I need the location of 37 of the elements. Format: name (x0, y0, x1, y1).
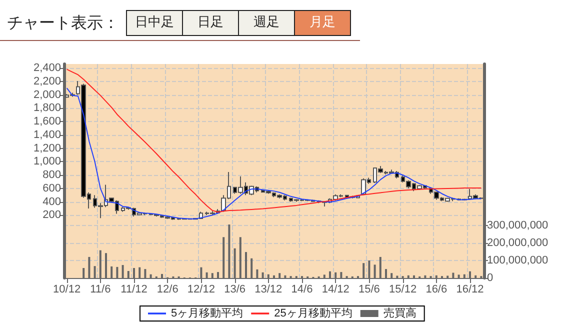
x-tick-label: 10/12 (53, 284, 81, 296)
legend-label: 売買高 (383, 306, 416, 320)
x-tick-label: 15/12 (389, 284, 417, 296)
y-tick-label: 600 (42, 182, 61, 194)
y2-tick-label: 200,000,000 (487, 236, 548, 249)
y-tick-label: 2,400 (33, 62, 61, 74)
y2-tick-label: 100,000,000 (487, 254, 548, 266)
y-tick-label: 1,000 (33, 156, 61, 168)
text: 日足 (182, 10, 239, 36)
x-tick-label: 11/6 (90, 284, 111, 296)
x-tick-label: 11/12 (120, 284, 148, 296)
text: 日中足 (126, 10, 183, 36)
y2-tick-label: 0 (487, 272, 494, 284)
x-tick-label: 16/12 (456, 284, 484, 296)
text: 週足 (238, 10, 295, 36)
y-tick-label: 2,000 (33, 88, 61, 101)
x-tick-label: 16/6 (426, 284, 448, 296)
x-tick-label: 14/6 (291, 284, 313, 296)
legend-label: 25ヶ月移動平均 (274, 308, 352, 320)
legend-label: 5ヶ月移動平均 (171, 308, 244, 320)
x-tick-label: 15/6 (358, 284, 380, 296)
x-tick-label: 13/6 (224, 284, 246, 296)
text: 月足 (294, 10, 351, 36)
y-tick-label: 1,200 (33, 142, 61, 154)
x-tick-label: 14/12 (322, 284, 350, 296)
y-tick-label: 200 (42, 209, 61, 222)
y-tick-label: 800 (42, 169, 61, 182)
x-tick-label: 13/12 (254, 284, 282, 296)
x-tick-label: 12/12 (187, 284, 215, 296)
y-tick-label: 400 (42, 196, 61, 208)
y-tick-label: 1,800 (33, 102, 61, 114)
chart-title: チャート表示： (7, 13, 119, 34)
y-tick-label: 1,600 (33, 116, 61, 128)
y2-tick-label: 300,000,000 (487, 219, 548, 232)
y-tick-label: 2,200 (33, 75, 61, 88)
x-tick-label: 12/6 (156, 284, 178, 296)
y-tick-label: 1,400 (33, 128, 61, 141)
